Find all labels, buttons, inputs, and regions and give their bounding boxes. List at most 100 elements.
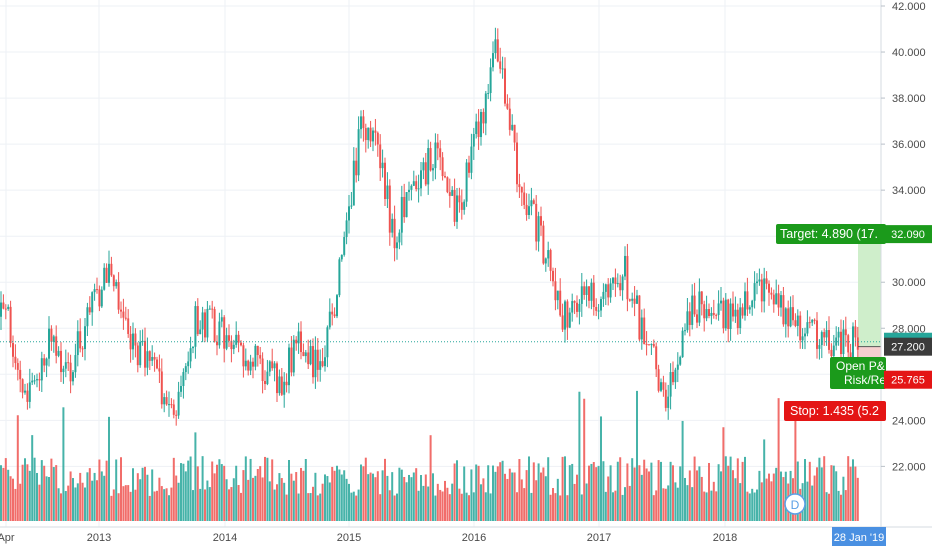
volume-bar [211,461,214,521]
candle-body [760,279,763,302]
candle-body [292,339,295,373]
candle-body [312,346,314,378]
volume-bar [168,495,170,521]
candle-body [374,130,377,133]
candle-body [482,111,485,124]
candle-body [638,295,641,340]
price-candles[interactable] [0,27,859,426]
position-info-label[interactable]: Open P& Risk/Re [830,357,886,389]
volume-bar [578,391,581,521]
candle-body [355,160,358,176]
volume-bar [684,477,686,521]
candle-body [547,250,550,259]
stop-label-text: Stop: 1.435 (5.2 [790,404,879,418]
candle-body [679,357,682,365]
candle-body [772,294,775,305]
volume-bar [300,467,302,521]
volume-bar [55,465,58,521]
volume-bar [712,481,715,521]
volume-bar [120,457,122,521]
volume-bar [696,470,698,521]
candle-body [820,332,823,346]
volume-bar [103,475,106,521]
volume-bar [592,462,595,521]
volume-bar [218,459,221,521]
volume-bar [9,476,12,521]
volume-bar [69,471,72,521]
volume-bar [187,460,190,521]
open-pl-text: Open P& [836,359,885,373]
stop-label[interactable]: Stop: 1.435 (5.2 [784,401,886,421]
volume-bar [818,457,821,521]
candle-body [256,345,259,356]
volume-bar [384,458,386,521]
volume-bar [796,461,799,521]
candle-body [16,363,19,370]
candle-body [235,334,238,345]
x-tick-label: Apr [0,532,15,544]
volume-bar [554,493,557,521]
volume-bar [657,460,660,521]
volume-bar [177,482,180,521]
candle-body [280,376,283,395]
volume-bar [374,477,377,521]
volume-bar [482,478,485,521]
candle-body [626,255,629,300]
volume-bar [484,492,487,521]
volume-bar [266,457,269,521]
candle-body [276,363,278,394]
candle-body [247,360,250,371]
dividend-marker[interactable]: D [784,493,806,515]
candle-body [283,381,286,395]
candle-body [566,301,569,328]
candle-body [451,189,454,196]
y-tick-label: 36.000 [892,139,926,151]
candle-body [676,364,679,370]
volume-bar [105,460,108,521]
candle-body [331,311,334,315]
candle-body [480,111,482,138]
volume-bar [732,470,734,521]
target-label[interactable]: Target: 4.890 (17. [776,224,886,244]
candle-body [782,295,785,325]
candle-body [74,355,77,373]
candle-body [513,124,516,143]
candle-body [736,309,739,329]
candle-body [770,292,773,295]
candle-body [204,312,206,338]
candle-body [12,343,14,357]
candle-body [148,351,151,361]
volume-bar [753,492,756,521]
volume-bar [535,480,538,521]
volume-bar [376,471,379,521]
candle-body [156,359,158,369]
candle-body [307,352,310,365]
volume-bar [631,458,634,521]
volume-bar [184,471,187,521]
candle-body [76,331,79,356]
volume-bar [472,492,475,521]
candle-body [309,346,312,365]
volume-bar [213,473,216,521]
volume-bar [667,485,670,521]
candle-body [528,206,530,216]
volume-bar [705,492,708,521]
volume-bar [379,494,382,521]
volume-bar [664,488,667,521]
candle-body [228,335,230,341]
price-axis-background[interactable] [881,0,932,527]
volume-bar [458,488,461,521]
volume-bar [408,474,410,521]
candle-body [511,124,514,130]
volume-bar [422,485,425,521]
candle-body [724,299,727,329]
volume-bar [640,474,643,521]
volume-bar [132,468,134,521]
candle-body [796,315,799,326]
volume-bar [698,466,701,521]
volume-bar [388,490,391,521]
volume-bar [242,470,245,521]
candle-body [722,300,725,329]
